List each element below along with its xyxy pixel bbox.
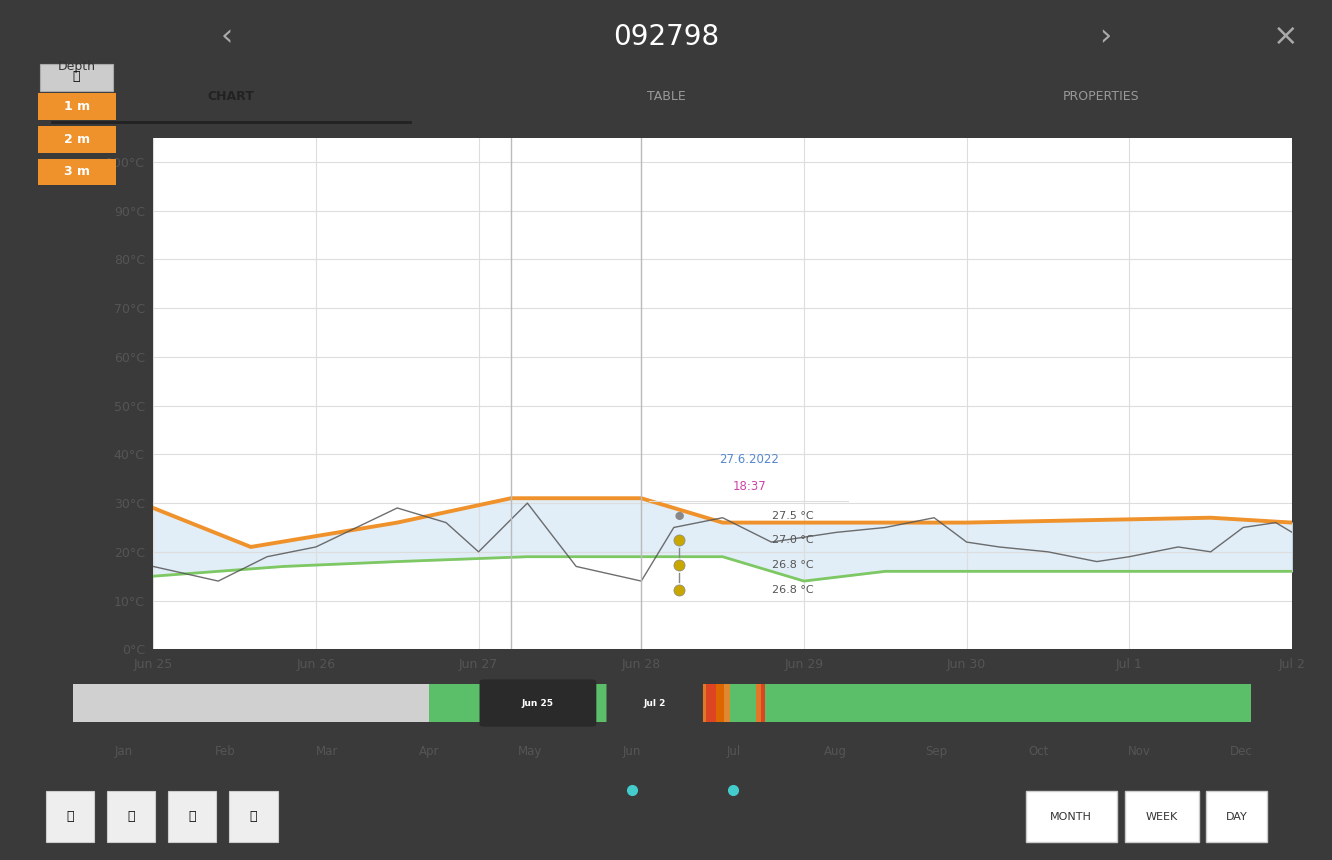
Text: Apr: Apr — [418, 745, 440, 758]
Text: 26.8 °C: 26.8 °C — [773, 560, 814, 570]
Bar — [37, 93, 116, 120]
Text: DAY: DAY — [1225, 812, 1248, 821]
Bar — [761, 685, 765, 722]
Text: WEEK: WEEK — [1146, 812, 1177, 821]
Bar — [706, 685, 717, 722]
Text: Jul: Jul — [726, 745, 741, 758]
Bar — [725, 685, 730, 722]
Text: Aug: Aug — [823, 745, 847, 758]
Text: ›: › — [1099, 22, 1112, 51]
Text: Dec: Dec — [1229, 745, 1252, 758]
FancyBboxPatch shape — [480, 679, 597, 727]
Text: Jun 25: Jun 25 — [522, 698, 554, 708]
Bar — [73, 685, 429, 722]
Text: 27.6.2022: 27.6.2022 — [719, 452, 779, 465]
Text: 092798: 092798 — [613, 22, 719, 51]
Bar — [1124, 791, 1199, 842]
Text: 18:37: 18:37 — [733, 480, 766, 493]
Text: Feb: Feb — [216, 745, 236, 758]
Text: TABLE: TABLE — [646, 89, 686, 103]
Bar — [37, 126, 116, 152]
Text: 3 m: 3 m — [64, 165, 89, 178]
Text: 2 m: 2 m — [64, 132, 89, 145]
Text: Jul 2: Jul 2 — [643, 698, 666, 708]
Bar — [755, 685, 761, 722]
Bar — [717, 685, 725, 722]
Bar — [168, 791, 217, 842]
Text: ×: × — [1272, 22, 1299, 51]
Text: 26.8 °C: 26.8 °C — [773, 585, 814, 595]
Bar — [1026, 791, 1118, 842]
Text: ⬤: ⬤ — [675, 511, 685, 520]
Text: Jan: Jan — [115, 745, 133, 758]
Text: 27.5 °C: 27.5 °C — [773, 511, 814, 520]
Text: 🌡: 🌡 — [67, 810, 75, 823]
Bar — [1207, 791, 1267, 842]
Text: 💧: 💧 — [128, 810, 135, 823]
Text: 👍: 👍 — [73, 70, 80, 83]
Text: Mar: Mar — [316, 745, 338, 758]
Text: MONTH: MONTH — [1051, 812, 1092, 821]
FancyBboxPatch shape — [606, 679, 703, 727]
Bar — [37, 158, 116, 185]
Bar — [429, 685, 1252, 722]
Bar — [687, 685, 706, 722]
Bar — [47, 791, 95, 842]
Bar — [40, 64, 113, 90]
Text: CHART: CHART — [208, 89, 254, 103]
Text: Jun: Jun — [622, 745, 641, 758]
Bar — [730, 685, 755, 722]
Bar — [107, 791, 156, 842]
Text: ‹: ‹ — [220, 22, 233, 51]
Text: 1 m: 1 m — [64, 100, 89, 113]
Bar — [765, 685, 806, 722]
Text: 📱: 📱 — [249, 810, 257, 823]
Text: Sep: Sep — [926, 745, 947, 758]
Text: May: May — [518, 745, 542, 758]
Text: Nov: Nov — [1128, 745, 1151, 758]
Text: PROPERTIES: PROPERTIES — [1063, 89, 1139, 103]
Bar — [229, 791, 277, 842]
Text: Oct: Oct — [1028, 745, 1048, 758]
Text: 📶: 📶 — [189, 810, 196, 823]
Text: 27.0 °C: 27.0 °C — [773, 535, 814, 545]
Text: Depth: Depth — [57, 60, 96, 73]
